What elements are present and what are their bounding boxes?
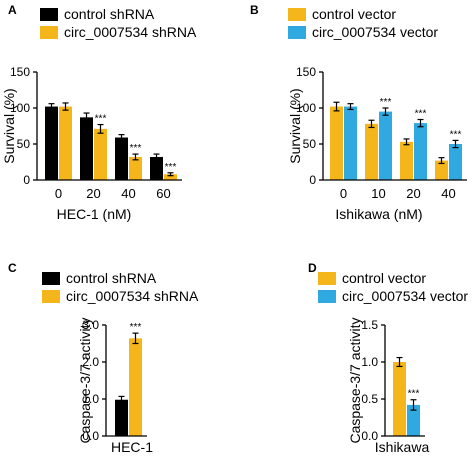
legend-swatch [40,26,58,39]
bar [129,338,142,436]
legend-swatch [288,8,306,21]
significance-label: *** [380,97,392,108]
bar [45,106,58,180]
bar [129,156,142,180]
y-tick-label: 50 [303,137,317,151]
y-tick-label: 150 [10,65,30,79]
y-tick-label: 100 [10,101,30,115]
bar [407,404,420,436]
x-tick-label: 10 [371,186,385,201]
y-tick-label: 3.0 [82,318,99,332]
significance-label: *** [95,114,107,125]
y-tick-label: 100 [296,101,316,115]
bar [393,362,406,436]
panel-letter: B [250,3,259,17]
y-tick-label: 1.5 [361,318,378,332]
y-axis-label: Caspase-3/7 activity [77,317,93,443]
legend-swatch [288,26,306,39]
legend-swatch [318,272,336,285]
legend-label: control shRNA [66,270,157,286]
panel-letter: D [308,261,317,275]
x-tick-label: 60 [156,186,170,201]
x-axis-label: Ishikawa [375,439,430,455]
x-axis-label: HEC-1 [111,439,153,455]
y-tick-label: 0.0 [361,429,378,443]
y-tick-label: 0 [309,173,316,187]
bar [150,156,163,180]
bar [414,123,427,180]
legend-label: circ_0007534 shRNA [64,24,197,40]
x-tick-label: 0 [340,186,347,201]
significance-label: *** [450,129,462,140]
y-tick-label: 0 [23,173,30,187]
x-tick-label: 40 [121,186,135,201]
panel-letter: C [8,261,17,275]
x-tick-label: 40 [441,186,455,201]
x-tick-label: 20 [406,186,420,201]
bar [80,117,93,180]
significance-label: *** [165,162,177,173]
panel-letter: A [8,3,17,17]
legend-label: circ_0007534 shRNA [66,288,199,304]
legend-swatch [318,290,336,303]
legend-label: circ_0007534 vector [342,288,468,304]
bar [59,106,72,180]
legend-label: circ_0007534 vector [312,24,438,40]
y-axis-label: Survival (%) [1,88,17,163]
significance-label: *** [408,389,420,400]
x-tick-label: 20 [86,186,100,201]
x-tick-label: 0 [55,186,62,201]
bar [115,399,128,436]
bar [94,128,107,180]
y-tick-label: 1.0 [82,392,99,406]
bar [365,123,378,180]
legend-swatch [40,8,58,21]
bar [344,106,357,180]
y-tick-label: 2.0 [82,355,99,369]
bar [449,144,462,180]
bar [435,160,448,180]
legend-label: control shRNA [64,6,155,22]
x-axis-label: Ishikawa (nM) [335,206,422,222]
legend-swatch [42,290,60,303]
significance-label: *** [415,109,427,120]
y-axis-label: Survival (%) [287,88,303,163]
y-tick-label: 0.0 [82,429,99,443]
y-axis-label: Caspase-3/7 activity [347,317,363,443]
legend-label: control vector [312,6,396,22]
bar [115,137,128,180]
y-tick-label: 50 [17,137,31,151]
significance-label: *** [130,143,142,154]
bar [164,174,177,180]
bar [400,141,413,180]
y-tick-label: 1.0 [361,355,378,369]
x-axis-label: HEC-1 (nM) [57,206,132,222]
y-tick-label: 0.5 [361,392,378,406]
bar [379,111,392,180]
legend-swatch [42,272,60,285]
legend-label: control vector [342,270,426,286]
bar [330,106,343,180]
significance-label: *** [130,322,142,333]
y-tick-label: 150 [296,65,316,79]
